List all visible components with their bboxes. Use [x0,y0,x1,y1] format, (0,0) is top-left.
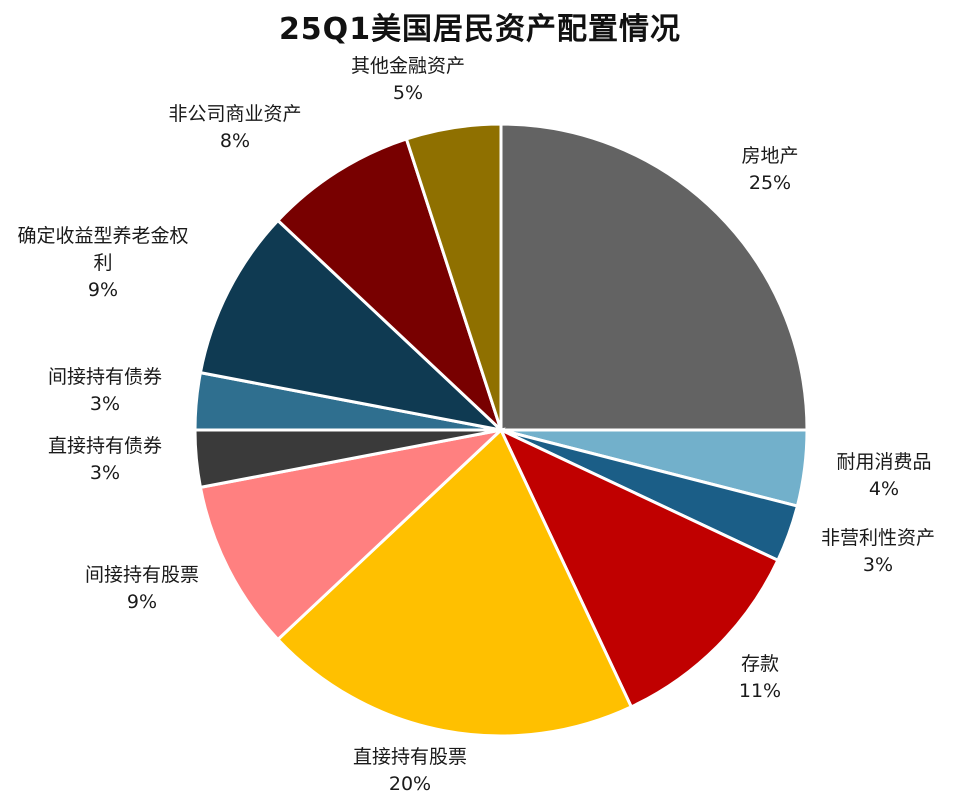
slice-value-label: 9% [88,279,118,301]
slice-value-label: 5% [393,82,423,104]
slice-label: 直接持有股票 [353,746,467,768]
slice-value-label: 25% [749,172,791,194]
chart-title: 25Q1美国居民资产配置情况 [278,12,682,47]
pie-slice [499,122,809,432]
pie-slice [275,427,634,738]
slice-label: 确定收益型养老金权 [17,225,188,247]
pie-slice [198,218,506,433]
slice-label: 间接持有债券 [48,366,162,388]
slice-value-label: 11% [739,680,781,702]
slice-label: 直接持有债券 [48,435,162,457]
slice-value-label: 8% [220,130,250,152]
slice-value-label: 3% [863,554,893,576]
slice-value-label: 4% [869,478,899,500]
slice-label: 非营利性资产 [821,527,935,549]
slice-value-label: 20% [389,773,431,795]
slice-label: 存款 [741,653,779,675]
slice-label: 非公司商业资产 [168,103,301,125]
slice-label: 间接持有股票 [85,564,199,586]
slice-label: 房地产 [741,145,798,167]
pie-slice [275,137,503,432]
slice-label: 耐用消费品 [836,451,931,473]
pie-slice [497,426,780,709]
pie-slice [198,427,506,642]
slice-label: 利 [93,252,112,274]
slice-label: 其他金融资产 [351,55,465,77]
slice-value-label: 3% [90,393,120,415]
slice-value-label: 9% [127,591,157,613]
pie-slice [404,122,503,431]
pie-slices [193,122,809,738]
slice-value-label: 3% [90,462,120,484]
pie-labels: 房地产 25% 耐用消费品 4% 非营利性资产 3% 存款 11% 直接持有股票 20% 间接持有股… [17,55,935,795]
